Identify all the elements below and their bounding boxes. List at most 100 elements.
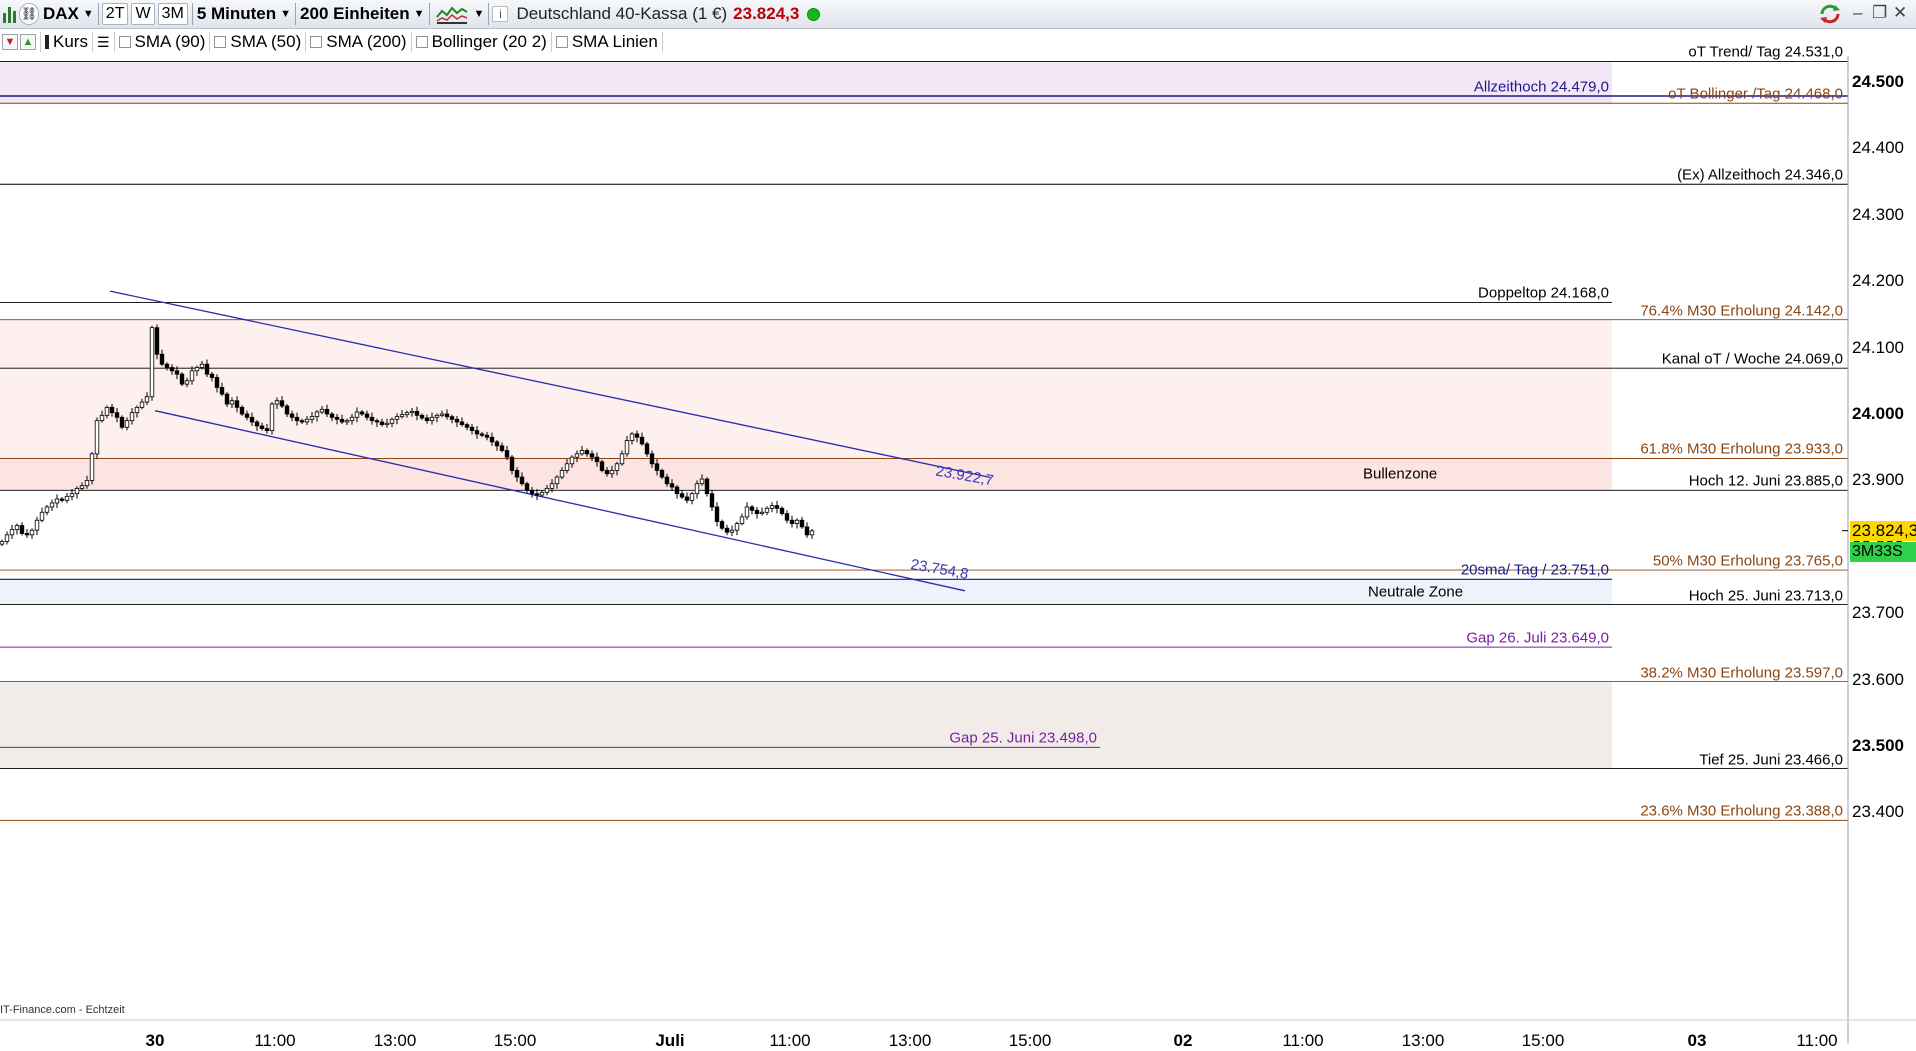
list-settings-icon[interactable]: ☰	[91, 32, 110, 52]
candle-body	[154, 327, 160, 355]
candle-body	[94, 420, 100, 455]
candle-body	[314, 411, 320, 418]
price-tick: 23.700	[1852, 603, 1904, 623]
indicator-label: SMA (50)	[230, 32, 302, 51]
checkbox[interactable]	[310, 36, 323, 48]
candle-body	[764, 507, 770, 513]
price-tick: 24.500	[1852, 72, 1904, 91]
candle-body	[244, 413, 250, 418]
chart-type-icon[interactable]	[3, 5, 16, 23]
candle-body	[309, 416, 315, 420]
indicator-sma-90[interactable]: SMA (90)	[113, 32, 205, 52]
refresh-icon[interactable]	[1818, 3, 1842, 30]
candle-body	[144, 396, 150, 403]
candle-body	[584, 450, 590, 455]
candle-body	[554, 476, 560, 485]
candle-body	[519, 476, 525, 485]
candle-body	[484, 434, 490, 438]
candle-body	[779, 507, 785, 514]
candle-body	[449, 416, 455, 420]
candle-body	[234, 400, 240, 408]
restore-icon[interactable]: ❐	[1872, 3, 1888, 22]
chart-style-icon[interactable]	[435, 3, 468, 25]
separator	[295, 3, 297, 25]
candle-body	[524, 483, 530, 491]
candle-body	[809, 530, 815, 536]
zone-label-bullenzone: Bullenzone	[1363, 465, 1438, 483]
units-dropdown[interactable]: 200 Einheiten ▼	[300, 2, 425, 26]
symbol-label: DAX	[43, 4, 79, 23]
price-tick: 24.400	[1852, 138, 1904, 158]
candle-body	[419, 414, 425, 419]
channel-lower-line	[154, 410, 966, 592]
arrow-down-icon[interactable]: ▼	[2, 34, 18, 50]
zone-label-neutrale-zone: Neutrale Zone	[1368, 583, 1464, 601]
indicator-price[interactable]: Kurs	[40, 32, 88, 52]
period-button-3m[interactable]: 3M	[157, 3, 188, 25]
level-label-kanal: Kanal oT / Woche 24.069,0	[1661, 350, 1843, 368]
close-icon[interactable]: ✕	[1893, 3, 1908, 22]
candle-body	[339, 418, 345, 423]
data-source-label: IT-Finance.com - Echtzeit	[0, 1004, 125, 1016]
candle-body	[129, 412, 135, 422]
level-label-fib-618: 61.8% M30 Erholung 23.933,0	[1640, 440, 1843, 458]
candle-body	[569, 456, 575, 465]
period-button-2t[interactable]: 2T	[101, 3, 129, 25]
candle-body	[699, 478, 705, 485]
chart-area[interactable]: 23.922,7 23.754,8	[0, 56, 1916, 1044]
symbol-dropdown[interactable]: DAX ▼	[43, 2, 94, 26]
link-icon[interactable]: ⛓	[19, 3, 39, 25]
arrow-up-icon[interactable]: ▲	[20, 34, 36, 50]
candle-body	[724, 527, 730, 533]
candle-body	[254, 421, 260, 427]
candle-body	[29, 529, 35, 536]
candle-body	[104, 406, 110, 416]
candle-body	[364, 413, 370, 418]
candle-body	[184, 380, 190, 385]
time-tick: 13:00	[373, 1031, 417, 1050]
candle-body	[509, 456, 515, 471]
candle-body	[444, 413, 450, 418]
time-tick: 11:00	[254, 1031, 296, 1050]
indicator-bollinger[interactable]: Bollinger (20 2)	[410, 32, 547, 52]
candle-body	[399, 414, 405, 418]
candle-body	[49, 502, 55, 508]
time-tick: 30	[145, 1031, 165, 1050]
candle-body	[64, 495, 70, 501]
interval-dropdown[interactable]: 5 Minuten ▼	[197, 2, 291, 26]
candle-body	[239, 406, 245, 415]
indicator-sma-50[interactable]: SMA (50)	[209, 32, 301, 52]
candle-body	[114, 412, 120, 418]
indicator-sma-lines[interactable]: SMA Linien	[550, 32, 663, 52]
candle-body	[784, 513, 790, 521]
checkbox[interactable]	[214, 36, 227, 48]
candle-body	[634, 433, 640, 438]
candle-body	[394, 416, 400, 420]
candle-body	[729, 529, 735, 533]
candle-body	[344, 420, 350, 423]
indicator-sma-200[interactable]: SMA (200)	[305, 32, 407, 52]
candle-body	[4, 534, 10, 542]
candle-body	[694, 483, 700, 495]
period-button-w[interactable]: W	[131, 3, 155, 25]
candle-body	[574, 453, 580, 458]
candle-body	[189, 370, 195, 382]
chevron-down-icon[interactable]: ▼	[473, 8, 485, 20]
candle-body	[424, 417, 430, 422]
candle-body	[684, 496, 690, 501]
candle-body	[539, 491, 545, 496]
checkbox[interactable]	[555, 36, 568, 48]
price-chart[interactable]: 23.922,723.754,8	[0, 56, 1916, 1044]
checkbox[interactable]	[118, 36, 131, 48]
candle-body	[324, 408, 330, 415]
candle-body	[619, 453, 625, 465]
candle-body	[274, 400, 280, 405]
candle-body	[604, 470, 610, 475]
minimize-icon[interactable]: –	[1853, 3, 1863, 22]
candle-body	[24, 533, 30, 536]
candle-body	[124, 420, 130, 428]
main-toolbar: ⛓ DAX ▼ 2T W 3M 5 Minuten ▼ 200 Einheite…	[0, 0, 1916, 29]
info-icon[interactable]: i	[492, 6, 509, 22]
candle-body	[679, 493, 685, 498]
checkbox[interactable]	[415, 36, 428, 48]
